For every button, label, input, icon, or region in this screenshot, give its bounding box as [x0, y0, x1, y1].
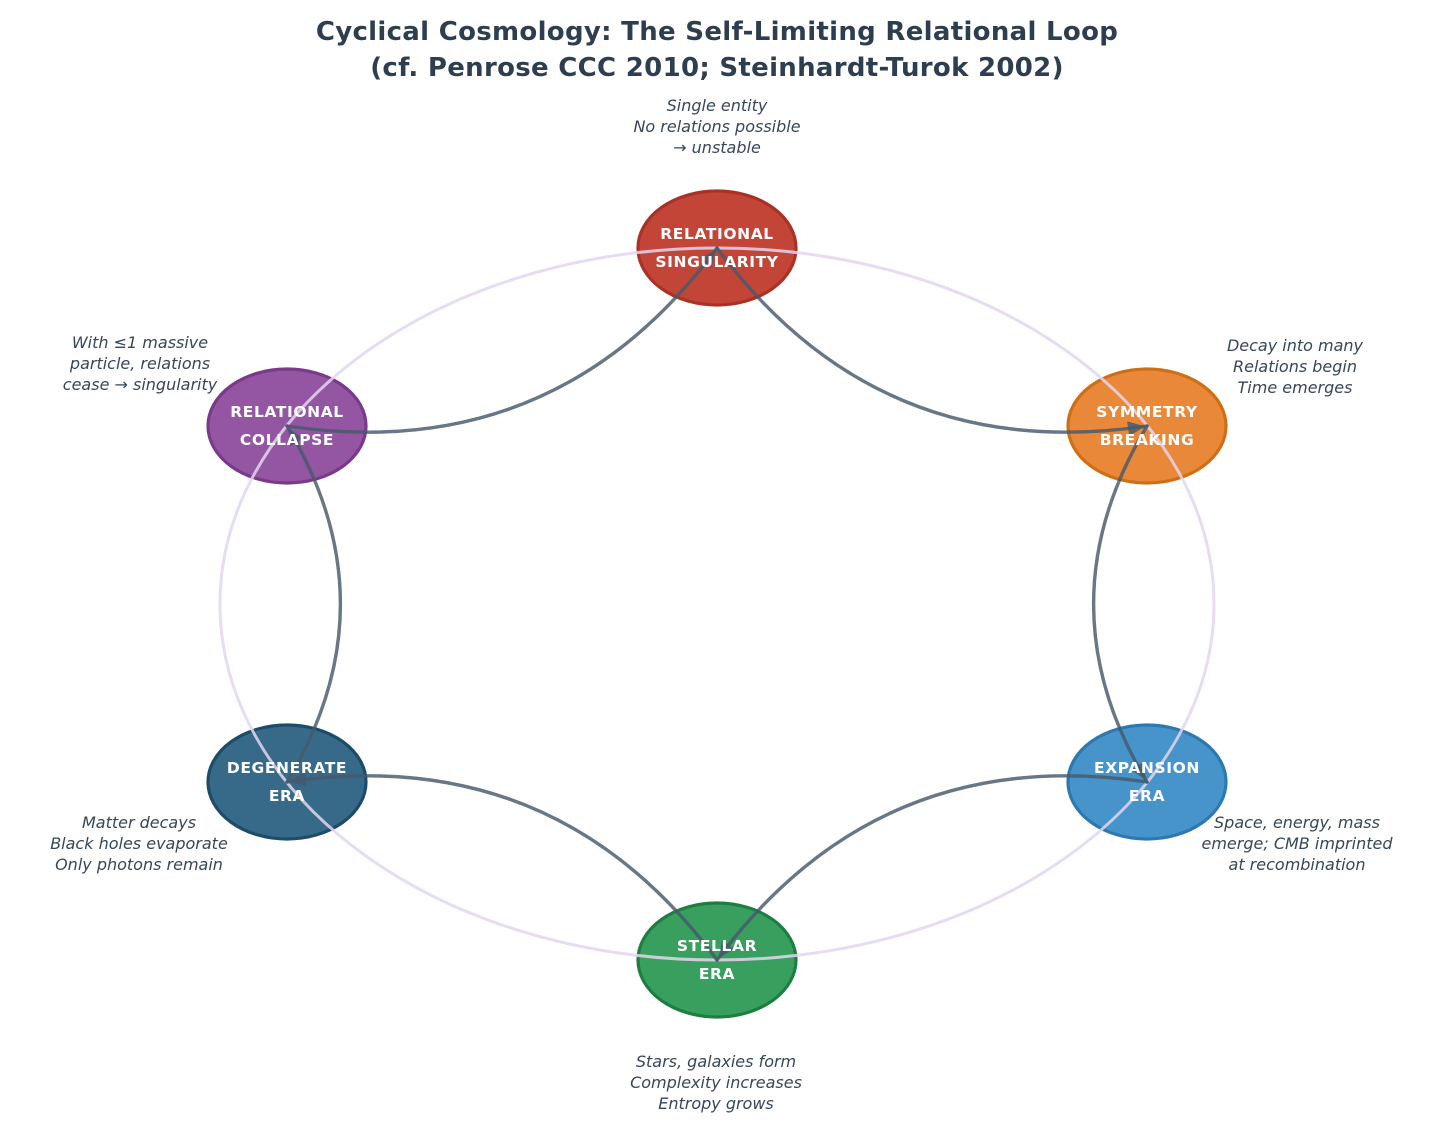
- edge-relational-singularity-to-symmetry-breaking: [715, 246, 1149, 434]
- annotation-stellar-era-line1: Stars, galaxies form: [636, 1052, 796, 1071]
- node-label-relational-collapse-line1: RELATIONAL: [230, 403, 344, 421]
- annotation-degenerate-era-line1: Matter decays: [82, 813, 196, 832]
- edge-arrowhead-icon-relational-collapse-to-relational-singularity: [699, 249, 716, 268]
- annotation-degenerate-era-line2: Black holes evaporate: [50, 834, 228, 853]
- annotation-relational-singularity: Single entity No relations possible → unst…: [633, 96, 800, 157]
- node-label-relational-collapse-line2: COLLAPSE: [240, 431, 334, 449]
- edge-expansion-era-to-stellar-era: [715, 774, 1149, 962]
- node-label-expansion-era-line2: ERA: [1129, 787, 1165, 805]
- nodes-layer: [206, 189, 1228, 1019]
- node-label-symmetry-breaking-line1: SYMMETRY: [1096, 403, 1198, 421]
- annotation-stellar-era-line3: Entropy grows: [658, 1094, 774, 1113]
- node-labels-layer: RELATIONAL SINGULARITY SYMMETRY BREAKING EXP…: [227, 225, 1200, 983]
- annotation-expansion-era-line3: at recombination: [1229, 855, 1366, 874]
- annotation-relational-collapse-line2: particle, relations: [69, 354, 210, 373]
- annotation-relational-singularity-line3: → unstable: [673, 138, 761, 157]
- node-label-stellar-era-line2: ERA: [699, 965, 735, 983]
- edge-relational-collapse-to-relational-singularity: [285, 246, 719, 434]
- edge-arrowhead-icon-degenerate-era-to-relational-collapse: [288, 427, 304, 447]
- annotation-symmetry-breaking-line3: Time emerges: [1238, 378, 1353, 397]
- annotation-expansion-era-line1: Space, energy, mass: [1214, 813, 1380, 832]
- annotation-degenerate-era-line3: Only photons remain: [55, 855, 223, 874]
- node-label-stellar-era-line1: STELLAR: [677, 937, 757, 955]
- annotation-expansion-era-line2: emerge; CMB imprinted: [1202, 834, 1394, 853]
- edge-arrowhead-icon-symmetry-breaking-to-expansion-era: [1130, 761, 1146, 781]
- edge-arrowhead-icon-relational-singularity-to-symmetry-breaking: [1127, 421, 1146, 437]
- node-label-expansion-era-line1: EXPANSION: [1094, 759, 1200, 777]
- node-label-relational-singularity-line2: SINGULARITY: [655, 253, 778, 271]
- annotations-layer: Single entity No relations possible → unst…: [50, 96, 1393, 1113]
- annotation-symmetry-breaking: Decay into many Relations begin Time emerg…: [1227, 336, 1364, 397]
- annotation-stellar-era-line2: Complexity increases: [630, 1073, 802, 1092]
- annotation-expansion-era: Space, energy, mass emerge; CMB imprinted…: [1202, 813, 1394, 874]
- cycle-ring: [218, 246, 1216, 962]
- node-label-symmetry-breaking-line2: BREAKING: [1100, 431, 1195, 449]
- edge-symmetry-breaking-to-expansion-era: [1091, 424, 1149, 784]
- annotation-relational-singularity-line1: Single entity: [667, 96, 768, 115]
- edge-stellar-era-to-degenerate-era: [285, 774, 719, 962]
- annotation-symmetry-breaking-line1: Decay into many: [1227, 336, 1364, 355]
- annotation-relational-collapse: With ≤1 massive particle, relations cease …: [63, 333, 218, 394]
- annotation-symmetry-breaking-line2: Relations begin: [1233, 357, 1357, 376]
- annotation-relational-collapse-line3: cease → singularity: [63, 375, 218, 394]
- edge-arrowhead-icon-expansion-era-to-stellar-era: [718, 940, 735, 959]
- node-label-degenerate-era-line2: ERA: [269, 787, 305, 805]
- annotation-degenerate-era: Matter decays Black holes evaporate Only p…: [50, 813, 228, 874]
- annotation-relational-singularity-line2: No relations possible: [633, 117, 800, 136]
- node-label-relational-singularity-line1: RELATIONAL: [660, 225, 774, 243]
- edge-degenerate-era-to-relational-collapse: [285, 424, 343, 784]
- node-label-degenerate-era-line1: DEGENERATE: [227, 759, 347, 777]
- ring-layer: [218, 246, 1216, 962]
- edge-arrowhead-icon-stellar-era-to-degenerate-era: [288, 771, 307, 787]
- edges-layer: [285, 246, 1149, 962]
- annotation-stellar-era: Stars, galaxies form Complexity increases…: [630, 1052, 802, 1113]
- annotation-relational-collapse-line1: With ≤1 massive: [72, 333, 208, 352]
